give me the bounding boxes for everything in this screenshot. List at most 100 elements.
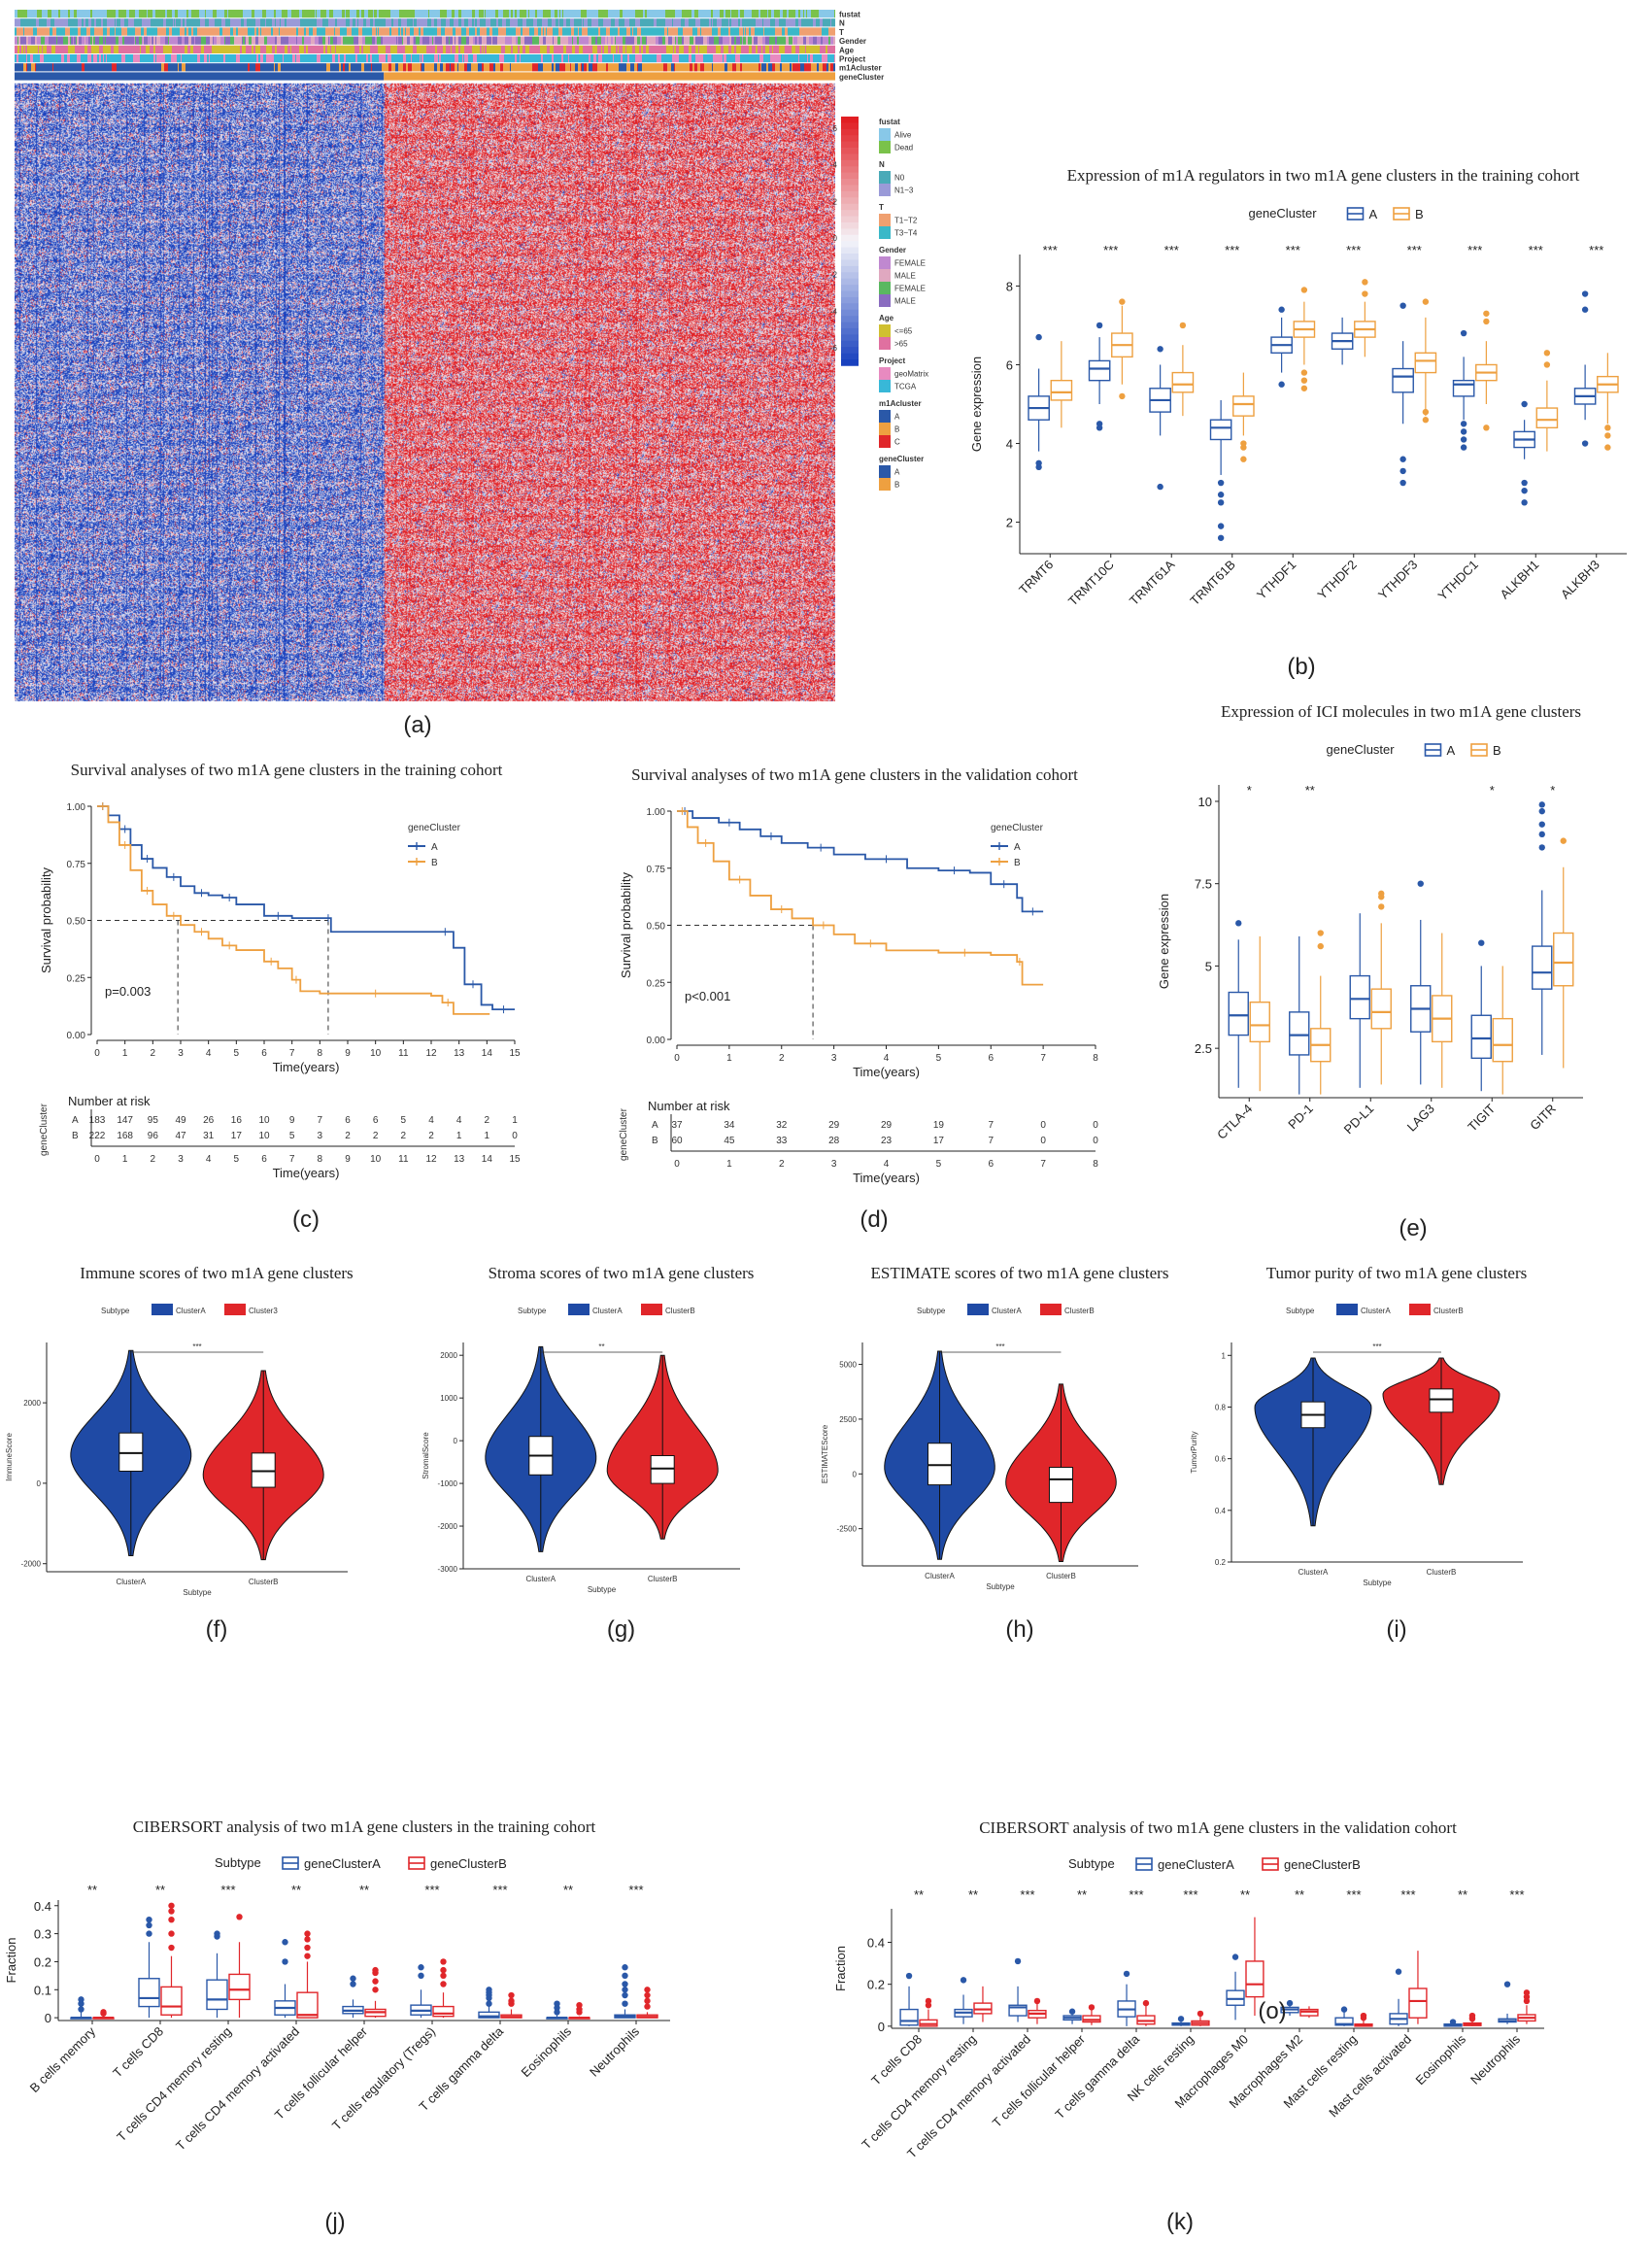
annotation-segment — [505, 45, 506, 53]
annotation-segment — [75, 27, 78, 36]
risk-cell: 16 — [231, 1115, 243, 1126]
y-tick-label: -2000 — [438, 1522, 458, 1531]
legend-label: Cluster3 — [249, 1307, 278, 1315]
annotation-segment — [442, 18, 446, 27]
annotation-segment — [386, 54, 388, 63]
annotation-segment — [721, 45, 724, 53]
outlier-point — [350, 1975, 356, 1982]
annotation-segment — [403, 36, 407, 45]
scale-swatch — [841, 128, 859, 136]
annotation-segment — [423, 27, 426, 36]
annotation-segment — [346, 18, 350, 27]
heatmap-panel: fustatNTGenderAgeProjectm1AclustergeneCl… — [15, 10, 928, 738]
violin-box — [1429, 1388, 1454, 1413]
category-pd-1: **PD-1 — [1285, 783, 1332, 1132]
annotation-segment — [815, 27, 817, 36]
risk-cell: 60 — [671, 1136, 683, 1146]
annotation-segment — [134, 36, 135, 45]
annotation-segment — [805, 54, 806, 63]
annotation-segment — [302, 36, 304, 45]
annotation-segment — [266, 45, 268, 53]
annotation-segment — [291, 63, 292, 72]
outlier-point — [1278, 381, 1285, 388]
outlier-point — [168, 1916, 175, 1923]
annotation-segment — [726, 36, 729, 45]
annotation-segment — [806, 36, 809, 45]
annotation-segment — [528, 10, 529, 18]
annotation-segment — [556, 54, 558, 63]
box — [1408, 1987, 1428, 2019]
panel-label-h: (h) — [1005, 1616, 1033, 1643]
annotation-segment — [612, 63, 616, 72]
annotation-segment — [106, 36, 110, 45]
annotation-segment — [512, 18, 514, 27]
annotation-segment — [133, 10, 135, 18]
annotation-segment — [550, 36, 553, 45]
annotation-segment — [142, 36, 143, 45]
annotation-segment — [182, 63, 185, 72]
annotation-segment — [584, 10, 587, 18]
annotation-segment — [344, 54, 346, 63]
annotation-segment — [645, 10, 647, 18]
annotation-segment — [266, 54, 270, 63]
annotation-segment — [343, 36, 347, 45]
annotation-segment — [367, 27, 368, 36]
annotation-segment — [607, 18, 611, 27]
annotation-segment — [451, 54, 452, 63]
annotation-segment — [571, 54, 575, 63]
annotation-segment — [572, 36, 573, 45]
annotation-segment — [136, 63, 137, 72]
annotation-segment — [315, 54, 317, 63]
annotation-segment — [168, 36, 169, 45]
y-tick-label: 0.4 — [1215, 1507, 1227, 1515]
annotation-segment — [184, 36, 185, 45]
annotation-segment — [85, 36, 88, 45]
annotation-segment — [477, 27, 480, 36]
annotation-segment — [675, 54, 679, 63]
box — [1535, 407, 1559, 429]
annotation-segment — [789, 10, 790, 18]
annotation-segment — [325, 27, 328, 36]
risk-cell: 17 — [933, 1136, 945, 1146]
annotation-segment — [799, 45, 801, 53]
annotation-segment — [480, 63, 482, 72]
annotation-segment — [151, 63, 153, 72]
annotation-segment — [661, 54, 662, 63]
annotation-segment — [213, 45, 217, 53]
annotation-segment — [244, 18, 247, 27]
annotation-segment — [336, 63, 337, 72]
annotation-segment — [31, 63, 35, 72]
x-tick-label: TIGIT — [1465, 1101, 1498, 1134]
annotation-segment — [636, 18, 639, 27]
annotation-segment — [351, 63, 354, 72]
annotation-segment — [86, 63, 88, 72]
annotation-segment — [170, 54, 171, 63]
annotation-segment — [198, 45, 201, 53]
box — [138, 1978, 160, 2008]
annotation-segment — [583, 45, 584, 53]
annotation-segment — [551, 10, 555, 18]
category-ythdf3: ***YTHDF3 — [1375, 243, 1437, 602]
annotation-segment — [543, 36, 546, 45]
annotation-segment — [141, 54, 144, 63]
annotation-segment — [535, 36, 539, 45]
significance-label: *** — [1372, 1342, 1381, 1351]
annotation-segment — [630, 36, 634, 45]
risk-time-label: 8 — [318, 1154, 323, 1165]
significance-label: ** — [563, 1883, 573, 1897]
annotation-segment — [379, 10, 383, 18]
risk-cell: 1 — [456, 1131, 462, 1141]
annotation-segment — [108, 63, 112, 72]
annotation-segment — [803, 10, 804, 18]
legend-block-age: Age<=65>65 — [879, 314, 913, 350]
annotation-segment — [102, 63, 106, 72]
annotation-segment — [358, 18, 359, 27]
annotation-segment — [545, 45, 547, 53]
outlier-point — [486, 1987, 492, 1993]
annotation-segment — [479, 10, 480, 18]
annotation-segment — [590, 27, 594, 36]
risk-time-label: 12 — [425, 1154, 437, 1165]
significance-label: *** — [1346, 243, 1361, 257]
annotation-segment — [359, 54, 360, 63]
